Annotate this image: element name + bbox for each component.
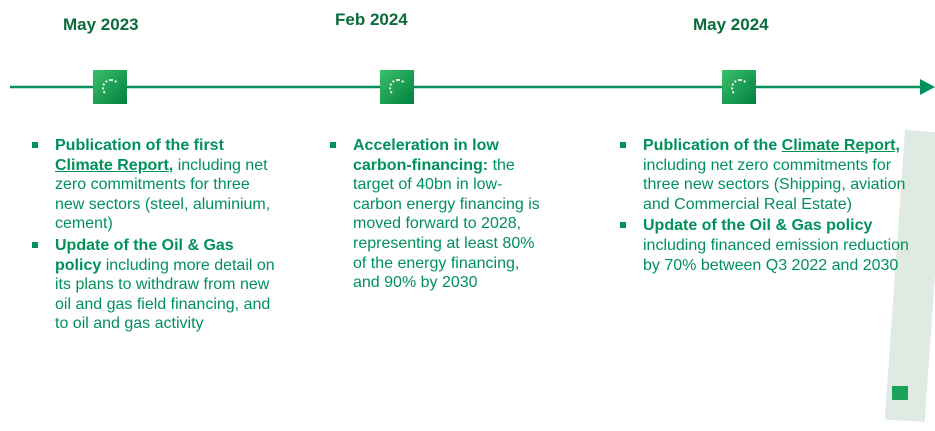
bold-text: Publication of the: [643, 137, 777, 154]
milestone-date: Feb 2024: [335, 10, 408, 30]
body-text: including net zero commitments for three…: [643, 157, 905, 213]
bullet-list: Publication of the first Climate Report,…: [30, 136, 280, 334]
milestone-icon: [93, 70, 127, 104]
bullet-list: Acceleration in low carbon-financing: th…: [328, 136, 553, 293]
bullet-list: Publication of the Climate Report, inclu…: [618, 136, 918, 275]
milestone-icon: [380, 70, 414, 104]
milestone-date: May 2024: [693, 15, 769, 35]
bullet: Update of the Oil & Gas policy including…: [618, 216, 915, 275]
report-link[interactable]: Climate Report,: [55, 157, 173, 174]
body-text: including financed emission reduction by…: [643, 237, 909, 274]
milestone-column: Publication of the first Climate Report,…: [30, 136, 280, 336]
report-link[interactable]: Climate Report,: [782, 137, 900, 154]
report-logo: [892, 386, 908, 400]
bullet: Publication of the Climate Report, inclu…: [618, 136, 915, 214]
bold-text: Acceleration in low carbon-financing:: [353, 137, 499, 174]
bold-text: Update of the Oil & Gas policy: [643, 217, 872, 234]
body-text: the target of 40bn in low-carbon energy …: [353, 157, 540, 292]
bullet: Update of the Oil & Gas policy including…: [30, 236, 277, 334]
milestone-column: Publication of the Climate Report, inclu…: [618, 136, 918, 277]
bullet: Publication of the first Climate Report,…: [30, 136, 277, 234]
milestone-icon: [722, 70, 756, 104]
bold-text: Publication of the first: [55, 137, 224, 154]
milestone-column: Acceleration in low carbon-financing: th…: [328, 136, 553, 295]
arrow-head: [920, 79, 935, 95]
milestone-date: May 2023: [63, 15, 139, 35]
bullet: Acceleration in low carbon-financing: th…: [328, 136, 550, 293]
timeline-slide: May 2023 Feb 2024 May 2024 Publication o…: [0, 0, 935, 431]
